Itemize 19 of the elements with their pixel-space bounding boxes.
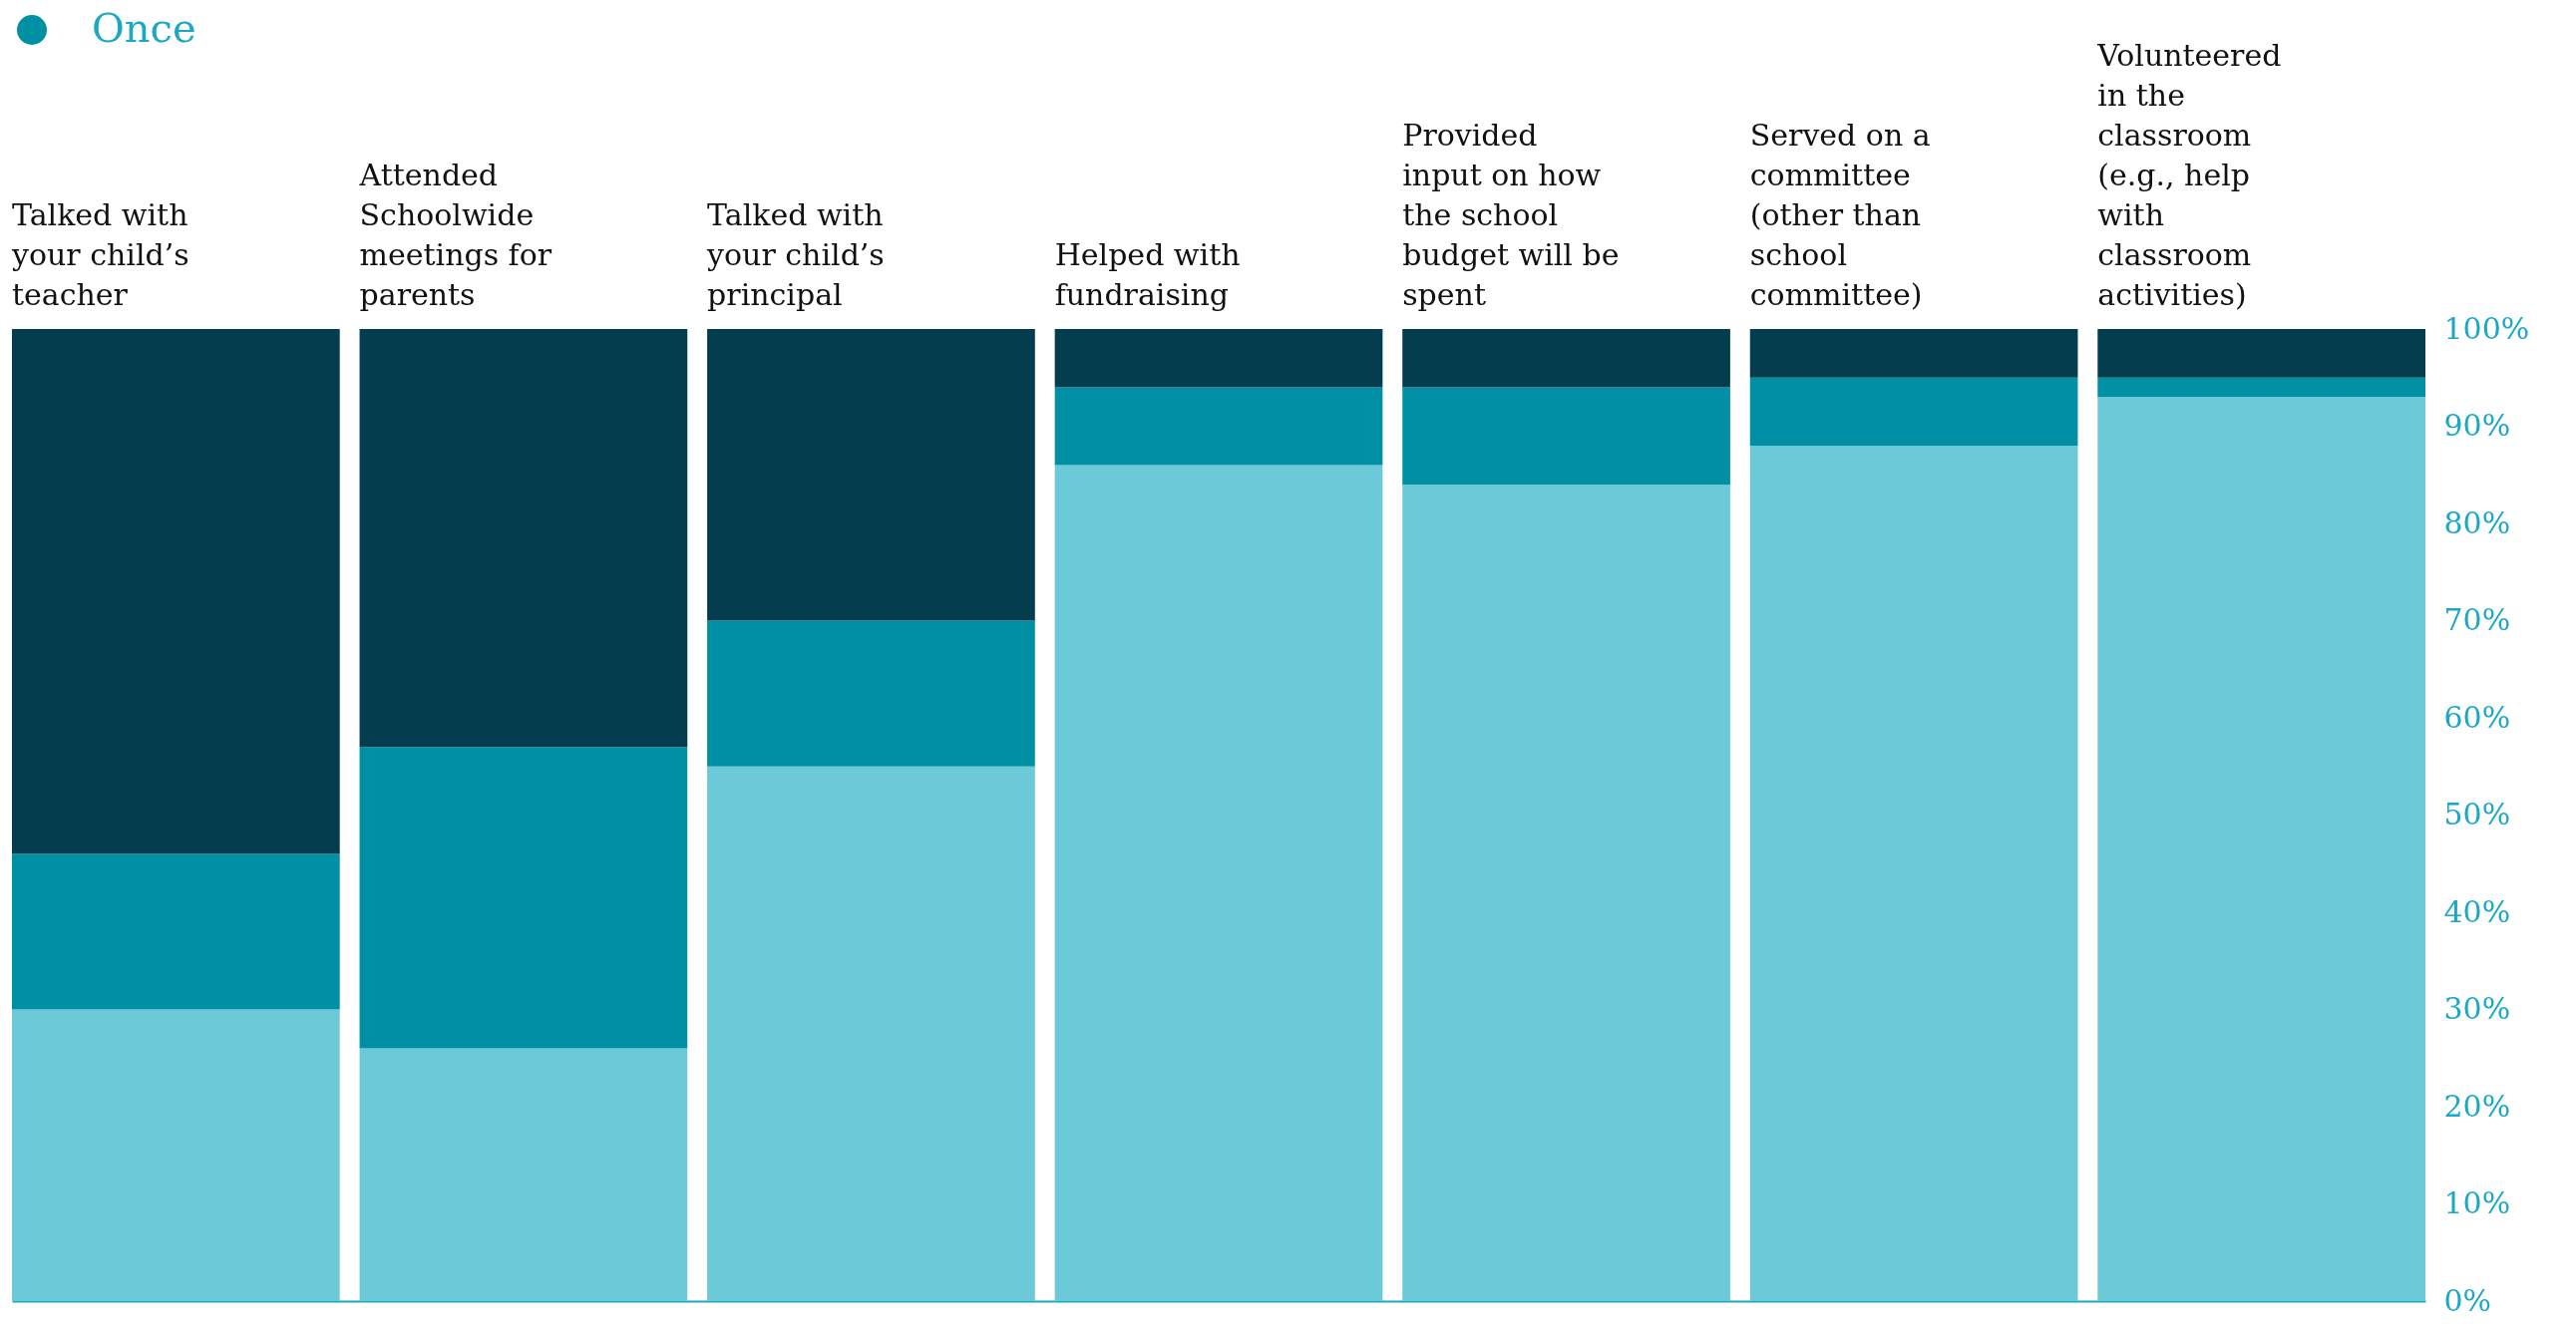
y-tick-label: 30%: [2443, 991, 2511, 1026]
x-tick-label: Talked with your child’s principal: [706, 197, 885, 312]
y-tick-label: 20%: [2443, 1088, 2511, 1124]
y-tick-label: 100%: [2443, 310, 2530, 346]
y-tick-label: 90%: [2443, 408, 2511, 443]
x-tick-label: Volunteered in the classroom (e.g., help with classroom activities): [2096, 38, 2282, 312]
x-tick-label: Helped with fundraising: [1054, 237, 1241, 312]
y-tick-label: 10%: [2443, 1185, 2511, 1220]
y-tick-label: 40%: [2443, 893, 2511, 929]
y-tick-label: 70%: [2443, 602, 2511, 637]
y-tick-label: 0%: [2443, 1282, 2492, 1318]
x-tick-label: Talked with your child’s teacher: [11, 197, 189, 312]
x-tick-label: Provided input on how the school budget will be spent: [1402, 118, 1620, 312]
y-tick-label: 60%: [2443, 699, 2511, 735]
x-tick-label: Served on a committee (other than school committee): [1749, 118, 1931, 312]
x-tick-label: Attended Schoolwide meetings for parents: [358, 158, 552, 312]
legend-label: Once: [92, 5, 196, 51]
y-tick-label: 80%: [2443, 504, 2511, 540]
y-tick-label: 50%: [2443, 797, 2511, 831]
